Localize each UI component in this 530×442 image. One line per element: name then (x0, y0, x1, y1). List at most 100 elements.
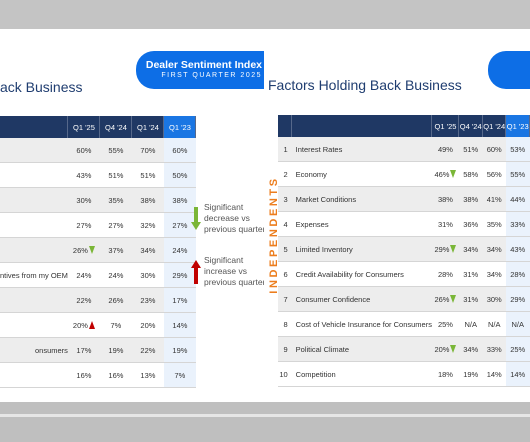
row-value: 19% (99, 337, 132, 363)
right-column-header (291, 115, 433, 137)
row-value: 43% (67, 162, 100, 188)
left-slide: Dealer Sentiment Index FIRST QUARTER 202… (0, 29, 264, 402)
value-text: 50% (172, 170, 188, 180)
row-value: 56% (482, 161, 506, 187)
row-value: 27% (99, 212, 132, 238)
value-text: 51% (140, 170, 156, 180)
row-value: 28% (431, 261, 459, 287)
row-label (0, 187, 68, 213)
value-text: 14% (486, 369, 502, 379)
left-slide-title: ack Business (0, 79, 83, 95)
left-table-row: ntives from my OEM 24% 24% 30% 29% (0, 262, 196, 288)
row-label (0, 138, 68, 163)
row-value: 32% (131, 212, 164, 238)
value-text: 60% (76, 145, 92, 155)
row-value: 51% (458, 137, 483, 162)
value-text: 34% (463, 344, 479, 354)
value-text: 55% (510, 169, 526, 179)
value-text: 24% (172, 245, 188, 255)
row-value: 22% (131, 337, 164, 363)
row-value: 26% (431, 286, 459, 312)
right-slide: Factors Holding Back Business INDEPENDEN… (264, 29, 530, 402)
row-value: 58% (458, 161, 483, 187)
row-value: 31% (458, 286, 483, 312)
value-text: 20% (434, 344, 450, 354)
value-text: 37% (108, 245, 124, 255)
value-text: 18% (437, 369, 453, 379)
left-table-row: 26% 37% 34% 24% (0, 237, 196, 263)
row-number: 8 (278, 311, 292, 337)
right-table-row: 2 Economy 46% 58% 56% 55% (278, 161, 530, 187)
row-number: 10 (278, 361, 292, 387)
row-value: 55% (99, 138, 132, 163)
down-arrow-icon (450, 294, 457, 303)
left-table-row: 22% 26% 23% 17% (0, 287, 196, 313)
row-label: Economy (291, 161, 432, 187)
row-label: Limited Inventory (291, 236, 432, 262)
row-value: 13% (131, 362, 164, 388)
row-value: 38% (163, 187, 196, 213)
value-text: 27% (108, 220, 124, 230)
value-text: 46% (434, 169, 450, 179)
value-text: 58% (463, 169, 479, 179)
right-table-row: 4 Expenses 31% 36% 35% 33% (278, 211, 530, 237)
value-text: 22% (140, 345, 156, 355)
row-value: 70% (131, 138, 164, 163)
row-number: 4 (278, 211, 292, 237)
row-value: 19% (163, 337, 196, 363)
value-text: 60% (172, 145, 188, 155)
row-number: 3 (278, 186, 292, 212)
value-text: 29% (510, 294, 526, 304)
value-text: 27% (172, 220, 188, 230)
row-value: 35% (482, 211, 506, 237)
row-label: Market Conditions (291, 186, 432, 212)
value-text: 31% (437, 219, 453, 229)
row-value: 25% (431, 311, 459, 337)
value-text: 24% (76, 270, 92, 280)
value-text: 33% (510, 219, 526, 229)
left-column-header: Q4 '24 (99, 116, 133, 138)
top-gray-band (0, 0, 530, 30)
row-value: 43% (505, 236, 530, 262)
right-table-row: 6 Credit Availability for Consumers 28% 31%… (278, 261, 530, 287)
row-value: 31% (458, 261, 483, 287)
value-text: 41% (486, 194, 502, 204)
value-text: 30% (140, 270, 156, 280)
row-value: 28% (505, 261, 530, 287)
row-value: 33% (505, 211, 530, 237)
value-text: 34% (486, 269, 502, 279)
value-text: 20% (72, 320, 88, 330)
row-label (0, 212, 68, 238)
row-value: 34% (458, 236, 483, 262)
right-table-row: 8 Cost of Vehicle Insurance for Consumers… (278, 311, 530, 337)
row-value: 35% (99, 187, 132, 213)
value-text: 60% (486, 144, 502, 154)
right-slide-title: Factors Holding Back Business (268, 77, 462, 93)
row-value: 41% (482, 186, 506, 212)
row-number: 1 (278, 137, 292, 162)
value-text: 25% (510, 344, 526, 354)
value-text: 14% (172, 320, 188, 330)
left-table-row: 43% 51% 51% 50% (0, 162, 196, 188)
row-value: 50% (163, 162, 196, 188)
value-text: 28% (510, 269, 526, 279)
row-value: 34% (458, 336, 483, 362)
row-value: 51% (131, 162, 164, 188)
row-value: 29% (431, 236, 459, 262)
value-text: 44% (510, 194, 526, 204)
row-value: 17% (67, 337, 100, 363)
row-value: 30% (482, 286, 506, 312)
row-value: 38% (431, 186, 459, 212)
row-value: 23% (131, 287, 164, 313)
row-value: 53% (505, 137, 530, 162)
row-value: 29% (505, 286, 530, 312)
value-text: 38% (437, 194, 453, 204)
value-text: 70% (140, 145, 156, 155)
value-text: 14% (510, 369, 526, 379)
row-value: 26% (99, 287, 132, 313)
left-table-row: onsumers 17% 19% 22% 19% (0, 337, 196, 363)
row-value: 24% (99, 262, 132, 288)
value-text: 7% (110, 320, 122, 330)
row-value: N/A (458, 311, 483, 337)
row-value: 24% (163, 237, 196, 263)
